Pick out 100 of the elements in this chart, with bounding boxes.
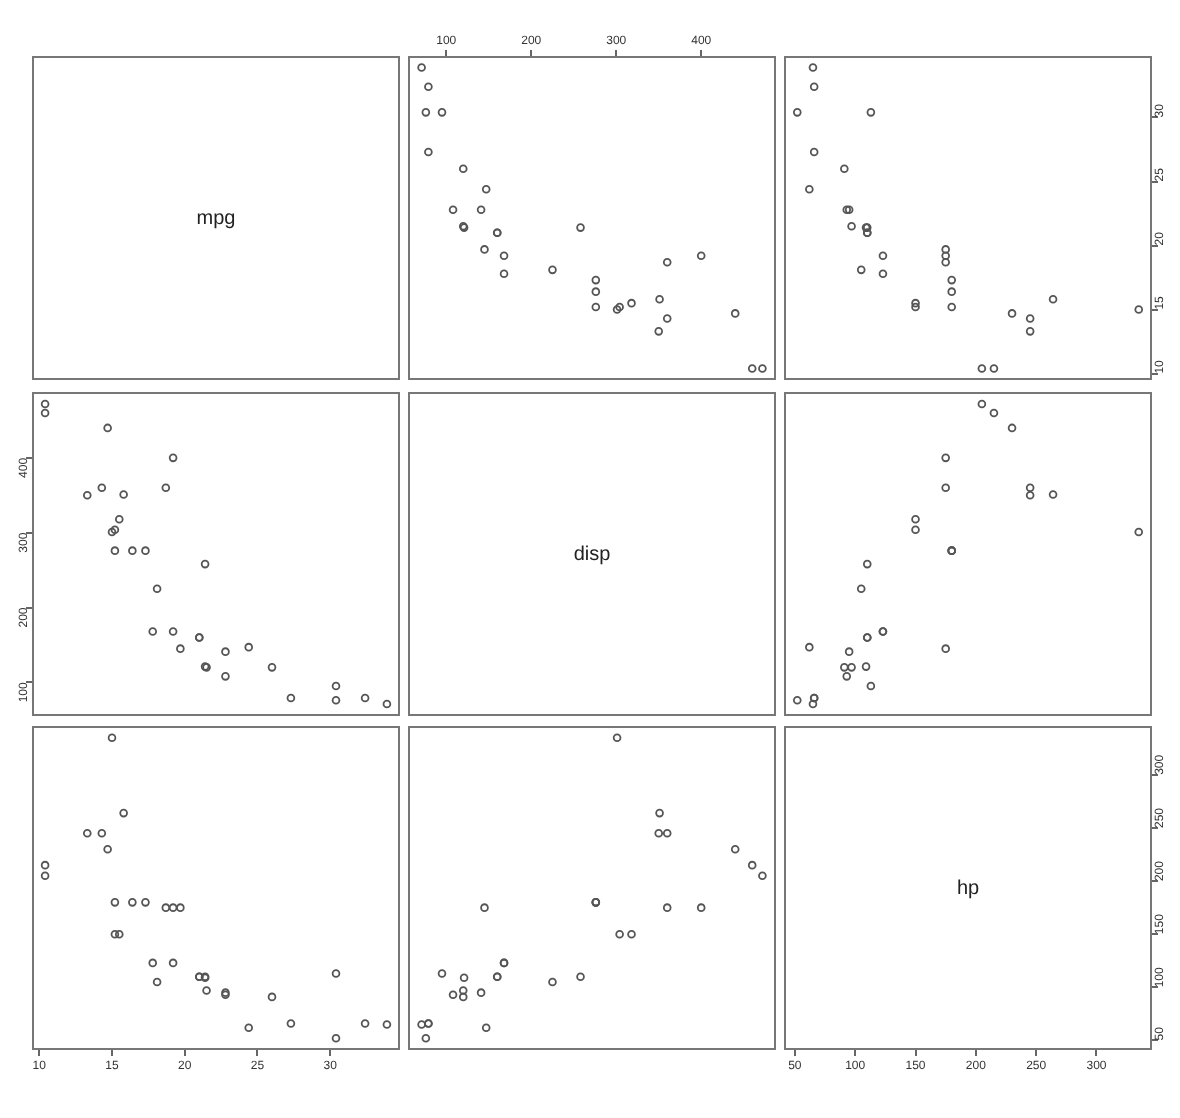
point [941,644,950,653]
point [758,871,767,881]
point [1048,490,1058,499]
point [947,275,957,285]
point [591,275,601,285]
point [947,287,957,296]
point [437,108,447,117]
point [805,184,814,194]
point [458,164,468,173]
point [840,663,849,672]
point [548,265,557,275]
point [878,251,888,261]
point [977,364,987,373]
point [114,929,124,939]
point [176,903,185,912]
point [476,205,486,214]
point [911,514,920,524]
point [847,663,856,672]
text: mpg [196,207,236,230]
point [141,898,150,907]
point [421,108,431,117]
point [730,309,740,318]
point [878,269,888,279]
point [148,958,158,968]
point [856,584,866,594]
point [941,453,950,463]
point [128,898,137,907]
text: hp [956,877,980,900]
point [82,828,92,838]
point [476,988,486,997]
point [911,302,920,312]
point [417,63,426,72]
point [805,642,814,652]
point [989,364,999,373]
point [615,929,624,939]
point [911,298,920,308]
point [792,108,802,117]
point [202,986,211,995]
point [221,988,230,997]
point [360,1019,370,1028]
point [103,844,112,854]
point [110,898,120,907]
point [662,314,672,323]
point [591,302,601,312]
point [480,903,489,912]
point [654,327,664,336]
point [861,662,871,671]
point [331,1034,341,1043]
point [808,699,818,709]
point [947,302,957,312]
point [331,969,341,978]
point [1007,423,1017,433]
point [168,903,178,912]
point [655,808,664,818]
point [448,990,458,1000]
point [627,298,636,308]
point [615,302,624,312]
point [758,364,767,373]
point [107,733,117,742]
point [382,1020,392,1029]
point [421,1034,431,1043]
point [696,903,706,912]
point [662,257,672,267]
point [747,364,757,373]
point [591,287,601,296]
point [847,222,856,231]
point [458,986,468,995]
point [747,860,757,870]
point [40,860,50,870]
point [911,525,920,534]
point [941,251,950,261]
point [244,1023,254,1032]
point [459,973,469,983]
point [168,958,178,968]
point [480,245,489,254]
point [662,903,672,912]
point [862,559,872,569]
point [576,972,585,981]
point [286,1019,296,1028]
point [866,681,876,691]
point [1007,309,1017,318]
point [458,992,468,1002]
point [499,269,509,279]
point [221,990,230,1000]
point [1025,490,1035,500]
point [40,871,50,881]
point [941,245,950,254]
point [989,408,999,418]
point [481,1023,491,1032]
point [840,164,849,173]
point [627,929,636,939]
point [730,844,740,854]
point [161,903,171,912]
point [1048,295,1058,304]
point [152,977,162,987]
point [448,205,458,214]
point [941,483,950,493]
point [1025,327,1035,336]
point [612,733,622,742]
point [977,399,987,409]
